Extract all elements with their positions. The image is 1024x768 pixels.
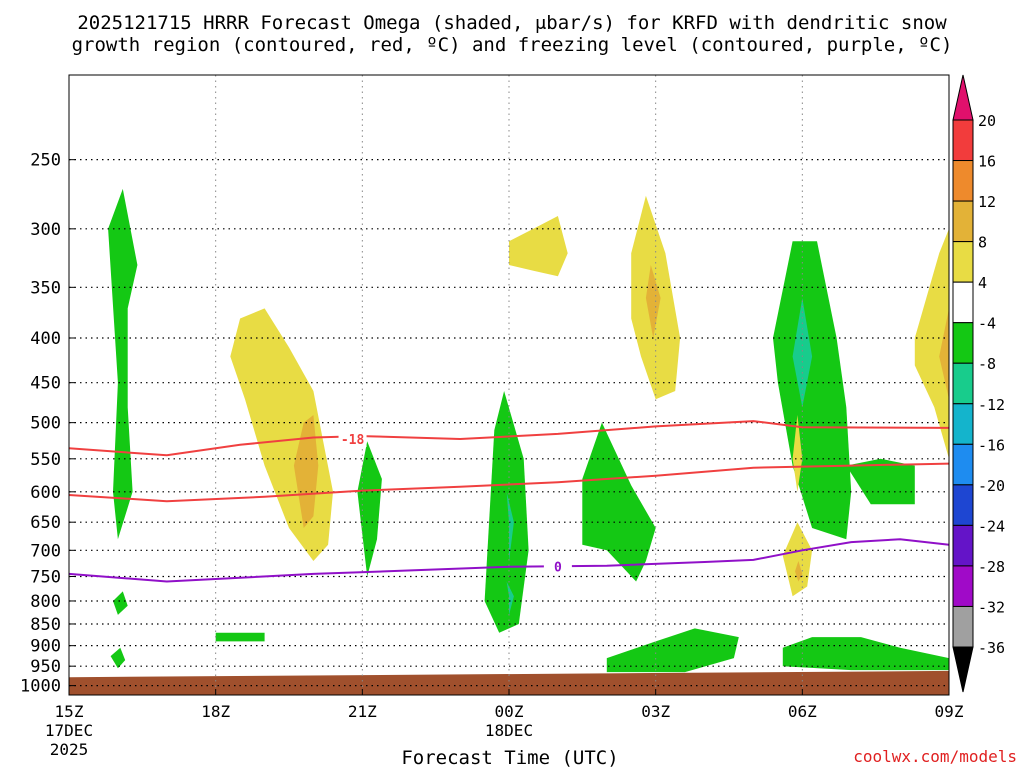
colorbar-swatch-12 (952, 565, 974, 607)
chart-title-line2: growth region (contoured, red, ºC) and f… (72, 34, 953, 56)
omega-region-green-6 (484, 391, 529, 633)
colorbar-swatch-11 (952, 524, 974, 567)
colorbar-label-0: 20 (978, 112, 996, 130)
colorbar-label-6: -8 (978, 355, 996, 373)
contour-1 (68, 420, 950, 457)
y-tick-label-950: 950 (30, 657, 61, 677)
omega-region-green-11 (782, 637, 949, 671)
colorbar-label-12: -32 (978, 598, 1005, 616)
colorbar-label-8: -16 (978, 436, 1005, 454)
colorbar-label-11: -28 (978, 558, 1005, 576)
omega-region-yellow-1 (230, 308, 333, 561)
colorbar-label-2: 12 (978, 193, 996, 211)
terrain-layer (69, 670, 949, 695)
y-tick-label-650: 650 (30, 513, 61, 533)
colorbar-label-3: 8 (978, 234, 987, 252)
colorbar-swatch-6 (952, 322, 974, 364)
y-tick-label-600: 600 (30, 483, 61, 503)
contour-label-1: -18 (341, 433, 365, 448)
omega-region-orange-3 (795, 561, 803, 582)
omega-region-orange-2 (645, 265, 661, 338)
contour-2 (68, 462, 950, 503)
contour-3 (68, 538, 950, 583)
x-tick-label-15Z: 15Z (55, 702, 84, 721)
y-tick-label-300: 300 (30, 220, 61, 240)
colorbar-label-9: -20 (978, 477, 1005, 495)
colorbar-label-13: -36 (978, 639, 1005, 657)
y-tick-label-850: 850 (30, 615, 61, 635)
pressure-axis: 2503003504004505005506006507007508008509… (20, 151, 75, 697)
x-axis-label: Forecast Time (UTC) (401, 747, 618, 768)
colorbar-swatch-13 (952, 605, 974, 648)
y-tick-label-550: 550 (30, 450, 61, 470)
x-tick-label-18Z: 18Z (201, 702, 230, 721)
colorbar-label-1: 16 (978, 153, 996, 171)
y-tick-label-350: 350 (30, 278, 61, 298)
x-tick-year-15Z: 2025 (50, 740, 89, 759)
omega-shading-layer (108, 188, 949, 673)
colorbar-swatch-2 (952, 160, 974, 202)
chart-title-line1: 2025121715 HRRR Forecast Omega (shaded, … (77, 12, 947, 34)
y-tick-label-800: 800 (30, 592, 61, 612)
x-tick-date-00Z: 18DEC (485, 721, 533, 740)
contour-label-3: 0 (554, 561, 562, 576)
colorbar-label-7: -12 (978, 396, 1005, 414)
x-tick-date-15Z: 17DEC (45, 721, 93, 740)
omega-region-green-2 (113, 591, 128, 615)
colorbar-swatch-4 (952, 241, 974, 283)
contour-label-bg-3 (543, 558, 572, 575)
y-tick-label-1000: 1000 (20, 677, 61, 697)
y-tick-label-250: 250 (30, 151, 61, 171)
y-tick-label-900: 900 (30, 637, 61, 657)
y-tick-label-400: 400 (30, 329, 61, 349)
omega-region-yellow-6 (914, 228, 949, 459)
colorbar-swatch-10 (952, 484, 974, 526)
x-tick-label-03Z: 03Z (641, 702, 670, 721)
omega-region-green-7 (582, 422, 656, 582)
omega-region-yellow-4 (792, 415, 803, 492)
grid-layer (68, 75, 950, 695)
x-tick-label-06Z: 06Z (788, 702, 817, 721)
x-tick-label-21Z: 21Z (348, 702, 377, 721)
colorbar-bottom-arrow (952, 646, 974, 693)
omega-region-teal-3 (506, 581, 514, 615)
omega-region-teal-2 (506, 491, 514, 561)
y-tick-label-500: 500 (30, 414, 61, 434)
colorbar: 20 16 12 8 4 -4 -8 -12 -16 -20 -24 -28 -32 -36 (952, 74, 1005, 693)
omega-region-green-10 (846, 458, 915, 505)
omega-region-green-4 (215, 632, 265, 642)
x-tick-label-00Z: 00Z (495, 702, 524, 721)
watermark: coolwx.com/models (853, 747, 1017, 766)
omega-region-yellow-5 (782, 522, 813, 597)
y-tick-label-750: 750 (30, 567, 61, 587)
y-tick-label-450: 450 (30, 374, 61, 394)
colorbar-swatch-1 (952, 119, 974, 162)
omega-region-green-1 (108, 188, 138, 540)
contour-layer: -18 0 (68, 420, 950, 583)
y-tick-label-700: 700 (30, 541, 61, 561)
colorbar-swatch-7 (952, 362, 974, 405)
contour-label-bg-1 (338, 430, 367, 447)
omega-region-teal-1 (792, 298, 813, 408)
omega-region-orange-4 (939, 308, 949, 400)
colorbar-swatch-3 (952, 200, 974, 243)
terrain-band (69, 670, 949, 695)
colorbar-swatch-8 (952, 403, 974, 445)
omega-region-green-3 (110, 647, 126, 669)
colorbar-label-10: -24 (978, 517, 1005, 535)
x-tick-label-09Z: 09Z (935, 702, 964, 721)
colorbar-label-4: 4 (978, 274, 987, 292)
colorbar-swatch-5 (952, 281, 974, 324)
omega-region-green-9 (773, 241, 852, 540)
colorbar-top-arrow (952, 74, 974, 121)
omega-region-yellow-2 (509, 216, 568, 277)
colorbar-label-5: -4 (978, 315, 996, 333)
colorbar-swatch-9 (952, 443, 974, 486)
omega-region-orange-1 (293, 415, 319, 528)
omega-region-green-8 (606, 628, 739, 673)
omega-region-green-5 (357, 441, 382, 577)
